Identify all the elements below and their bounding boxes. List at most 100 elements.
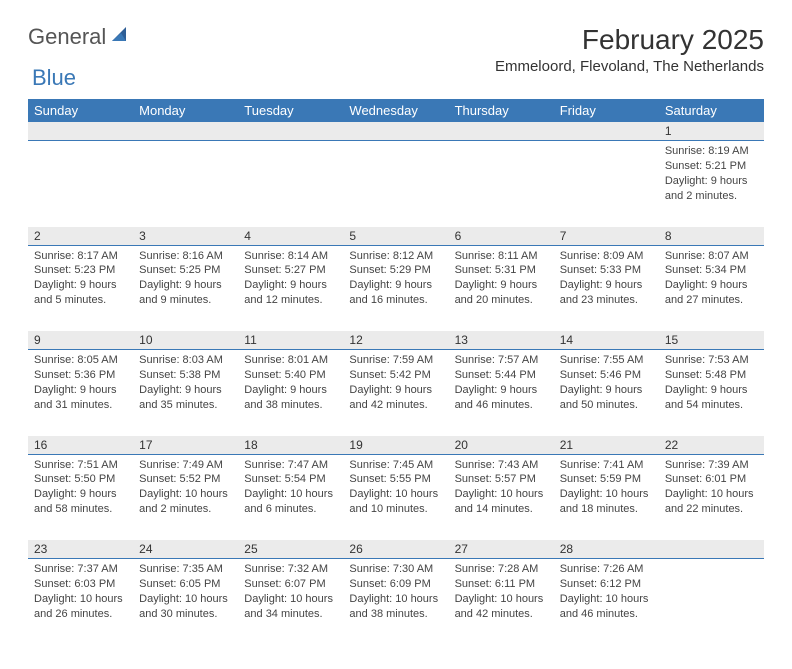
daylight-text: Daylight: 9 hours and 54 minutes.	[665, 383, 758, 413]
week-daynum-row: 16171819202122	[28, 436, 764, 455]
daylight-text: Daylight: 9 hours and 31 minutes.	[34, 383, 127, 413]
daylight-text: Daylight: 9 hours and 27 minutes.	[665, 278, 758, 308]
daylight-text: Daylight: 9 hours and 12 minutes.	[244, 278, 337, 308]
daylight-text: Daylight: 10 hours and 6 minutes.	[244, 487, 337, 517]
day-number-cell: 23	[28, 540, 133, 559]
calendar-table: Sunday Monday Tuesday Wednesday Thursday…	[28, 99, 764, 645]
daylight-text: Daylight: 9 hours and 42 minutes.	[349, 383, 442, 413]
sunset-text: Sunset: 5:42 PM	[349, 368, 442, 383]
day-number-cell: 15	[659, 331, 764, 350]
day-number-cell: 19	[343, 436, 448, 455]
day-content-cell: Sunrise: 7:28 AMSunset: 6:11 PMDaylight:…	[449, 559, 554, 645]
week-content-row: Sunrise: 7:37 AMSunset: 6:03 PMDaylight:…	[28, 559, 764, 645]
sunset-text: Sunset: 5:23 PM	[34, 263, 127, 278]
page-title: February 2025	[495, 24, 764, 56]
calendar-header-row: Sunday Monday Tuesday Wednesday Thursday…	[28, 99, 764, 122]
day-content-cell: Sunrise: 8:01 AMSunset: 5:40 PMDaylight:…	[238, 350, 343, 436]
sunset-text: Sunset: 5:46 PM	[560, 368, 653, 383]
sunrise-text: Sunrise: 8:05 AM	[34, 353, 127, 368]
sunset-text: Sunset: 6:01 PM	[665, 472, 758, 487]
sunrise-text: Sunrise: 8:19 AM	[665, 144, 758, 159]
sunset-text: Sunset: 5:57 PM	[455, 472, 548, 487]
daylight-text: Daylight: 9 hours and 46 minutes.	[455, 383, 548, 413]
day-number-cell: 13	[449, 331, 554, 350]
daylight-text: Daylight: 9 hours and 35 minutes.	[139, 383, 232, 413]
sunset-text: Sunset: 5:34 PM	[665, 263, 758, 278]
day-number-cell: 5	[343, 227, 448, 246]
day-content-cell: Sunrise: 7:53 AMSunset: 5:48 PMDaylight:…	[659, 350, 764, 436]
day-content-cell: Sunrise: 7:45 AMSunset: 5:55 PMDaylight:…	[343, 454, 448, 540]
sunrise-text: Sunrise: 7:28 AM	[455, 562, 548, 577]
daylight-text: Daylight: 9 hours and 23 minutes.	[560, 278, 653, 308]
sunrise-text: Sunrise: 7:37 AM	[34, 562, 127, 577]
day-content-cell: Sunrise: 7:51 AMSunset: 5:50 PMDaylight:…	[28, 454, 133, 540]
daylight-text: Daylight: 10 hours and 14 minutes.	[455, 487, 548, 517]
daylight-text: Daylight: 9 hours and 2 minutes.	[665, 174, 758, 204]
day-number-cell	[449, 122, 554, 141]
day-number-cell: 9	[28, 331, 133, 350]
day-number-cell: 4	[238, 227, 343, 246]
day-content-cell: Sunrise: 7:37 AMSunset: 6:03 PMDaylight:…	[28, 559, 133, 645]
day-content-cell: Sunrise: 7:57 AMSunset: 5:44 PMDaylight:…	[449, 350, 554, 436]
sunset-text: Sunset: 5:52 PM	[139, 472, 232, 487]
daylight-text: Daylight: 9 hours and 58 minutes.	[34, 487, 127, 517]
week-daynum-row: 9101112131415	[28, 331, 764, 350]
sunrise-text: Sunrise: 7:39 AM	[665, 458, 758, 473]
sunset-text: Sunset: 5:44 PM	[455, 368, 548, 383]
day-content-cell: Sunrise: 7:41 AMSunset: 5:59 PMDaylight:…	[554, 454, 659, 540]
sunset-text: Sunset: 6:07 PM	[244, 577, 337, 592]
day-number-cell: 22	[659, 436, 764, 455]
daylight-text: Daylight: 9 hours and 20 minutes.	[455, 278, 548, 308]
sunrise-text: Sunrise: 7:47 AM	[244, 458, 337, 473]
sunrise-text: Sunrise: 7:49 AM	[139, 458, 232, 473]
daylight-text: Daylight: 9 hours and 16 minutes.	[349, 278, 442, 308]
daylight-text: Daylight: 10 hours and 34 minutes.	[244, 592, 337, 622]
day-number-cell: 21	[554, 436, 659, 455]
sunrise-text: Sunrise: 8:12 AM	[349, 249, 442, 264]
daylight-text: Daylight: 10 hours and 10 minutes.	[349, 487, 442, 517]
daylight-text: Daylight: 10 hours and 26 minutes.	[34, 592, 127, 622]
day-content-cell: Sunrise: 8:17 AMSunset: 5:23 PMDaylight:…	[28, 245, 133, 331]
logo-text-general: General	[28, 24, 106, 50]
sunrise-text: Sunrise: 8:01 AM	[244, 353, 337, 368]
day-number-cell	[133, 122, 238, 141]
sunset-text: Sunset: 5:40 PM	[244, 368, 337, 383]
day-content-cell: Sunrise: 7:39 AMSunset: 6:01 PMDaylight:…	[659, 454, 764, 540]
week-daynum-row: 232425262728	[28, 540, 764, 559]
sunrise-text: Sunrise: 8:03 AM	[139, 353, 232, 368]
col-friday: Friday	[554, 99, 659, 122]
day-number-cell: 3	[133, 227, 238, 246]
sunset-text: Sunset: 5:55 PM	[349, 472, 442, 487]
day-number-cell	[554, 122, 659, 141]
sunset-text: Sunset: 5:31 PM	[455, 263, 548, 278]
day-number-cell: 6	[449, 227, 554, 246]
logo-text-blue: Blue	[32, 65, 76, 90]
daylight-text: Daylight: 10 hours and 38 minutes.	[349, 592, 442, 622]
day-number-cell: 11	[238, 331, 343, 350]
sunset-text: Sunset: 5:48 PM	[665, 368, 758, 383]
sunset-text: Sunset: 5:36 PM	[34, 368, 127, 383]
sunrise-text: Sunrise: 7:41 AM	[560, 458, 653, 473]
day-content-cell: Sunrise: 8:12 AMSunset: 5:29 PMDaylight:…	[343, 245, 448, 331]
col-sunday: Sunday	[28, 99, 133, 122]
sunrise-text: Sunrise: 7:51 AM	[34, 458, 127, 473]
sunset-text: Sunset: 5:38 PM	[139, 368, 232, 383]
sunrise-text: Sunrise: 8:09 AM	[560, 249, 653, 264]
day-content-cell	[659, 559, 764, 645]
sunrise-text: Sunrise: 8:07 AM	[665, 249, 758, 264]
week-daynum-row: 2345678	[28, 227, 764, 246]
daylight-text: Daylight: 9 hours and 50 minutes.	[560, 383, 653, 413]
daylight-text: Daylight: 10 hours and 18 minutes.	[560, 487, 653, 517]
sunset-text: Sunset: 5:25 PM	[139, 263, 232, 278]
day-content-cell: Sunrise: 8:09 AMSunset: 5:33 PMDaylight:…	[554, 245, 659, 331]
logo: General	[28, 24, 134, 50]
day-content-cell: Sunrise: 8:16 AMSunset: 5:25 PMDaylight:…	[133, 245, 238, 331]
sunrise-text: Sunrise: 7:26 AM	[560, 562, 653, 577]
calendar-body: 1Sunrise: 8:19 AMSunset: 5:21 PMDaylight…	[28, 122, 764, 645]
day-content-cell	[554, 141, 659, 227]
day-content-cell: Sunrise: 7:32 AMSunset: 6:07 PMDaylight:…	[238, 559, 343, 645]
sunrise-text: Sunrise: 7:59 AM	[349, 353, 442, 368]
day-number-cell: 26	[343, 540, 448, 559]
daylight-text: Daylight: 10 hours and 46 minutes.	[560, 592, 653, 622]
sunset-text: Sunset: 5:29 PM	[349, 263, 442, 278]
